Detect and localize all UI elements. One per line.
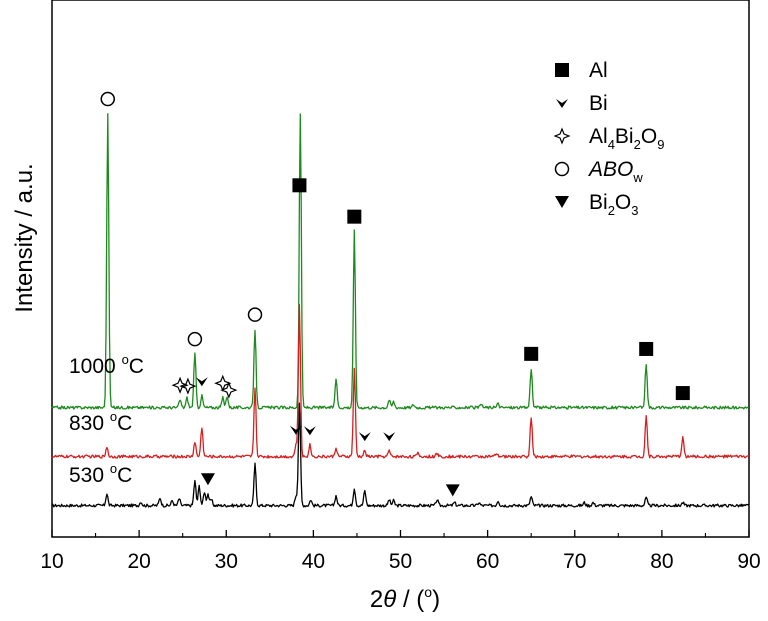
abo-circle-marker (247, 307, 263, 322)
legend-label-subscript: 2 (634, 137, 641, 152)
al4bi2o9-star-marker (553, 127, 571, 145)
legend-label-subscript: w (632, 170, 643, 185)
bi-arrowhead-marker (358, 432, 371, 442)
x-axis-label-prefix: 2 (370, 586, 383, 613)
abo-circle-marker (100, 91, 116, 107)
al4bi2o9-star-marker (171, 376, 189, 394)
al-square-marker (347, 209, 362, 224)
abo-circle-marker (554, 161, 570, 177)
series-label: 530 oC (69, 461, 132, 487)
x-tick-label: 60 (476, 550, 499, 573)
legend-label: ABOw (587, 158, 643, 185)
bi-arrowhead-marker (195, 377, 208, 387)
legend-label-subscript: 4 (608, 137, 615, 152)
series-line (51, 304, 749, 459)
x-tick-label: 40 (302, 550, 325, 573)
x-axis-label: 2θ / (o) (370, 584, 440, 613)
bi2o3-triangle-marker (555, 196, 569, 208)
x-tick-label: 10 (40, 550, 63, 573)
x-axis-label-variable: θ (383, 586, 396, 613)
bi2o3-triangle-marker (445, 484, 460, 497)
legend-label-subscript: 9 (657, 137, 664, 152)
legend-label-text: ABO (587, 158, 633, 181)
al4bi2o9-star-marker (179, 377, 197, 395)
series-line (51, 113, 750, 410)
series-label: 830 oC (69, 409, 132, 435)
bi2o3-triangle-marker (200, 473, 215, 486)
al4bi2o9-star-marker (220, 381, 238, 399)
series-label-unit: C (117, 412, 132, 435)
series-line (51, 402, 750, 508)
bi-arrowhead-marker (303, 426, 316, 436)
al-square-marker (555, 63, 569, 77)
legend-label-subscript: 3 (631, 203, 638, 218)
x-axis-ticks: 10 20 30 40 50 60 70 80 90 (40, 530, 761, 573)
legend-label-text: Al (589, 59, 608, 82)
series-label: 1000 oC (69, 352, 144, 378)
legend-label-text: Bi (615, 125, 634, 148)
al-square-marker (524, 346, 539, 361)
legend-label-text: Bi (589, 92, 608, 115)
series-label-degree: o (110, 409, 117, 424)
bi-arrowhead-marker (383, 432, 396, 442)
series-label-degree: o (110, 461, 117, 476)
x-tick-label: 20 (127, 550, 150, 573)
bi-arrowhead-marker (289, 425, 302, 435)
bi-arrowhead-marker (556, 99, 568, 108)
al-square-marker (639, 341, 654, 356)
x-tick-label: 50 (389, 550, 412, 573)
series-label-unit: C (129, 355, 144, 378)
legend-label: Bi2O3 (589, 191, 639, 218)
x-tick-label: 30 (215, 550, 238, 573)
series-label-degree: o (122, 352, 129, 367)
y-axis-label: Intensity / a.u. (11, 163, 38, 312)
legend-label: Al4Bi2O9 (589, 125, 664, 152)
al-square-marker (675, 386, 690, 401)
x-tick-label: 90 (737, 550, 760, 573)
series-label-unit: C (117, 464, 132, 487)
x-tick-label: 70 (563, 550, 586, 573)
legend-label-text: Bi (589, 191, 608, 214)
legend-label: Bi (589, 92, 608, 115)
x-axis-label-unit-close: ) (432, 586, 440, 613)
al4bi2o9-star-marker (214, 374, 232, 392)
legend-label-text: O (641, 125, 657, 148)
legend-label-text: O (615, 191, 631, 214)
series-label-number: 1000 (69, 355, 122, 378)
legend-label: Al (589, 59, 608, 82)
x-axis-label-unit-sup: o (424, 584, 432, 600)
x-axis-label-unit-open: / ( (396, 586, 424, 613)
al-square-marker (292, 178, 307, 193)
legend-label-subscript: 2 (608, 203, 615, 218)
series-label-number: 530 (69, 464, 110, 487)
peak-markers (100, 91, 690, 497)
series-label-number: 830 (69, 412, 110, 435)
legend-label-text: Al (589, 125, 608, 148)
series-layer (51, 113, 750, 508)
abo-circle-marker (187, 331, 203, 347)
x-tick-label: 80 (650, 550, 673, 573)
